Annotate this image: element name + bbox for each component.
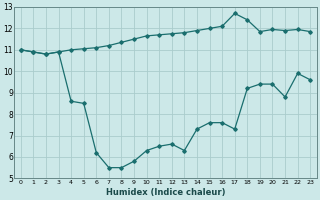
X-axis label: Humidex (Indice chaleur): Humidex (Indice chaleur) bbox=[106, 188, 225, 197]
